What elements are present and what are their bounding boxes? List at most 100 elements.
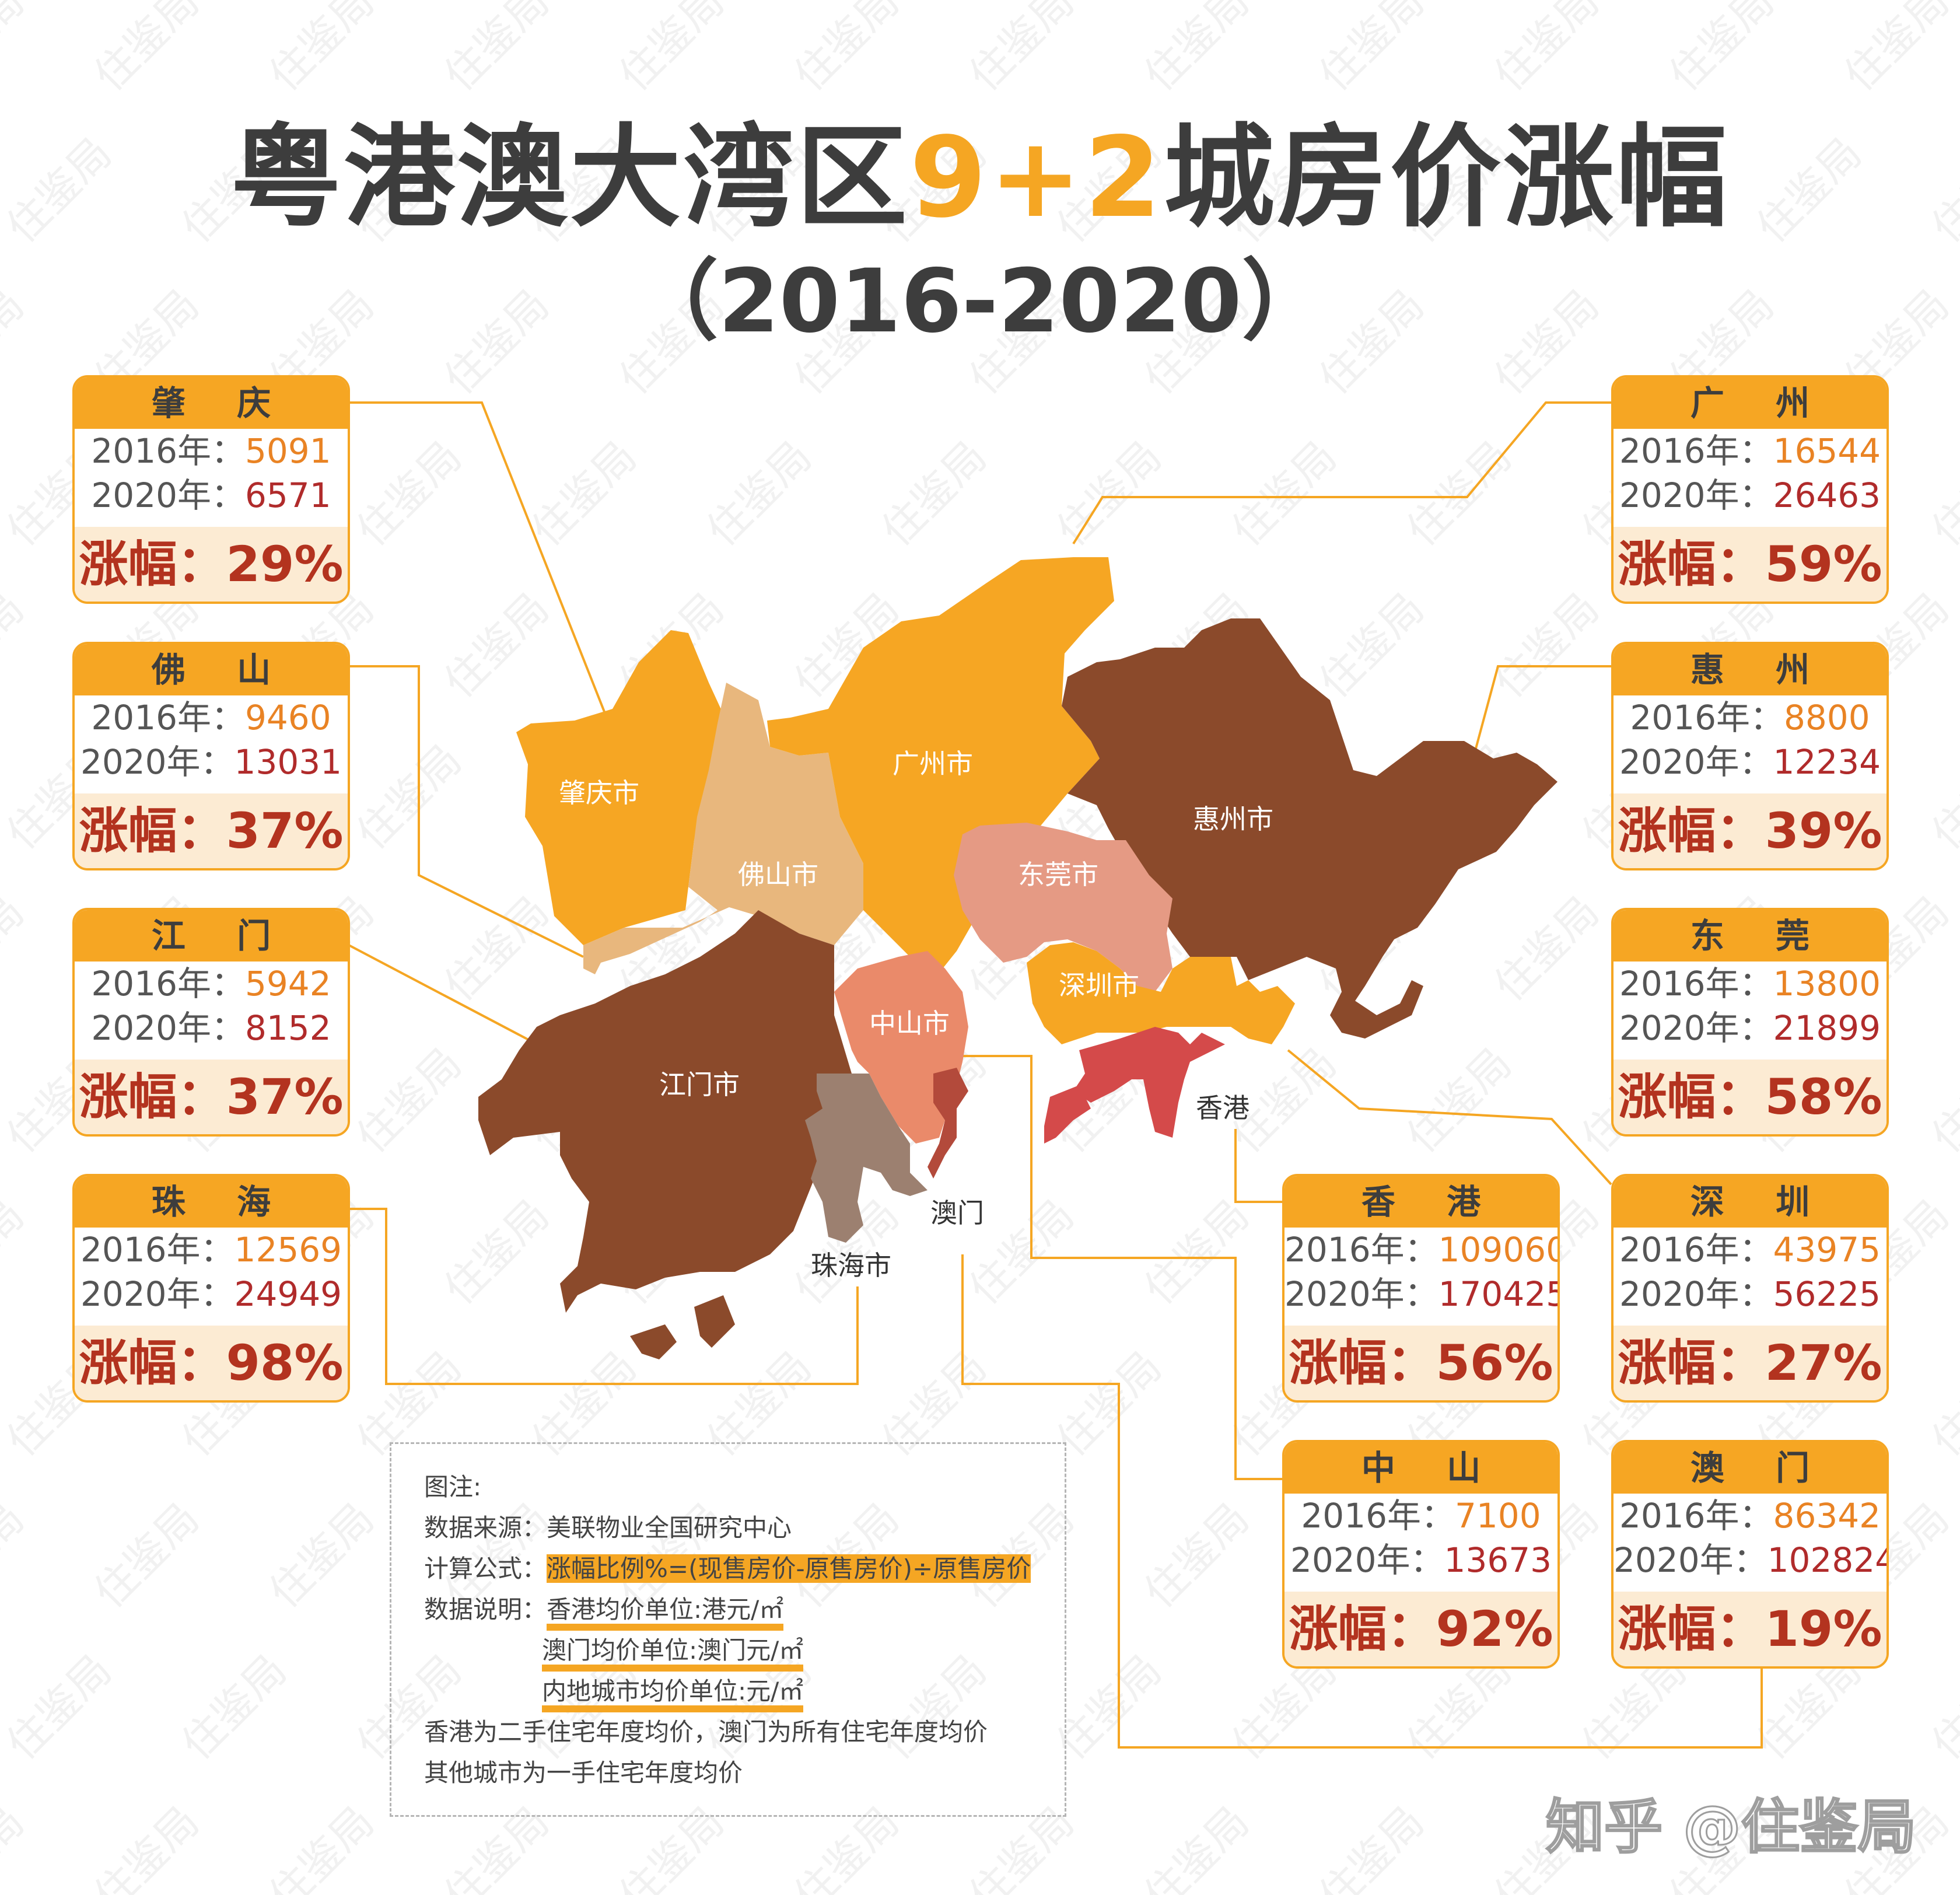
island-jiangmen-2 (694, 1295, 735, 1348)
card-rise: 涨幅：39% (1614, 793, 1887, 868)
card-row-2016: 2016年：13800 (1619, 964, 1881, 1004)
map-label-hongkong: 香港 (1196, 1092, 1250, 1124)
title-accent: 9+2 (909, 113, 1164, 242)
region-hongkong (1044, 1027, 1225, 1144)
card-row-2016: 2016年：16544 (1619, 431, 1881, 471)
legend-source: 数据来源：美联物业全国研究中心 (424, 1513, 792, 1542)
map-label-dongguan: 东莞市 (1018, 859, 1098, 890)
map-label-foshan: 佛山市 (738, 859, 818, 890)
legend-note-line2: 其他城市为一手住宅年度均价 (424, 1758, 743, 1787)
title-part-1: 粤港澳大湾区 (230, 113, 910, 242)
legend-box: 图注: 数据来源：美联物业全国研究中心 计算公式：涨幅比例%=(现售房价-原售房… (390, 1442, 1066, 1817)
region-macau (928, 1068, 968, 1179)
map-label-guangzhou: 广州市 (892, 748, 973, 779)
card-row-2016: 2016年：12569 (80, 1230, 342, 1270)
island-jiangmen-1 (630, 1324, 677, 1359)
connector-dongguan (1287, 1049, 1612, 1186)
card-guangzhou: 广 州 2016年：16544 2020年：26463 涨幅：59% (1611, 375, 1889, 604)
legend-note-line1: 香港为二手住宅年度均价，澳门为所有住宅年度均价 (424, 1718, 988, 1746)
card-row-2016: 2016年：109060 (1284, 1230, 1560, 1270)
card-rise: 涨幅：92% (1284, 1592, 1558, 1666)
card-rise: 涨幅：19% (1614, 1592, 1887, 1666)
connector-macau (961, 1254, 1763, 1749)
map-label-zhongshan: 中山市 (869, 1008, 950, 1039)
card-row-2016: 2016年：9460 (91, 698, 331, 737)
map-label-zhaoqing: 肇庆市 (559, 777, 639, 809)
legend-notes: 数据说明：香港均价单位:港元/㎡ (424, 1590, 784, 1631)
card-zhongshan: 中 山 2016年：7100 2020年：13673 涨幅：92% (1282, 1440, 1560, 1669)
region-huizhou (1062, 618, 1558, 1004)
card-dongguan: 东 莞 2016年：13800 2020年：21899 涨幅：58% (1611, 908, 1889, 1137)
region-dongguan (954, 823, 1172, 992)
card-row-2020: 2020年：12234 (1619, 742, 1881, 782)
card-row-2016: 2016年：43975 (1619, 1230, 1881, 1270)
connector-jiangmen (348, 944, 549, 1051)
region-jiangmen (478, 910, 858, 1313)
card-shenzhen: 深 圳 2016年：43975 2020年：56225 涨幅：27% (1611, 1174, 1889, 1403)
card-row-2016: 2016年：7100 (1301, 1496, 1541, 1536)
title-part-2: 城房价涨幅 (1163, 113, 1730, 242)
card-row-2020: 2020年：24949 (80, 1274, 342, 1314)
card-rise: 涨幅：98% (75, 1326, 348, 1400)
card-row-2016: 2016年：8800 (1630, 698, 1870, 737)
card-rise: 涨幅：59% (1614, 527, 1887, 602)
region-foshan (583, 683, 863, 974)
card-title: 佛 山 (75, 644, 348, 695)
legend-note-mainland: 内地城市均价单位:元/㎡ (542, 1672, 804, 1712)
card-hongkong: 香 港 2016年：109060 2020年：170425 涨幅：56% (1282, 1174, 1560, 1403)
card-rise: 涨幅：58% (1614, 1060, 1887, 1134)
connector-zhaoqing (349, 401, 608, 718)
card-huizhou: 惠 州 2016年：8800 2020年：12234 涨幅：39% (1611, 642, 1889, 870)
card-macau: 澳 门 2016年：86342 2020年：102824 涨幅：19% (1611, 1440, 1889, 1669)
card-row-2020: 2020年：13031 (80, 742, 342, 782)
connector-hongkong (1234, 1129, 1282, 1203)
card-zhuhai: 珠 海 2016年：12569 2020年：24949 涨幅：98% (72, 1174, 350, 1403)
region-zhaoqing (516, 630, 726, 945)
card-title: 惠 州 (1614, 644, 1887, 695)
connector-foshan (349, 665, 584, 958)
card-rise: 涨幅：37% (75, 1060, 348, 1134)
page-subtitle: （2016-2020） (631, 251, 1329, 352)
region-shenzhen (1027, 942, 1295, 1044)
card-title: 肇 庆 (75, 377, 348, 429)
card-rise: 涨幅：56% (1284, 1326, 1558, 1400)
card-rise: 涨幅：27% (1614, 1326, 1887, 1400)
card-row-2020: 2020年：102824 (1614, 1540, 1889, 1580)
card-title: 深 圳 (1614, 1176, 1887, 1228)
connector-zhongshan (963, 1055, 1282, 1480)
connector-lines (348, 401, 1763, 1749)
card-title: 香 港 (1284, 1176, 1558, 1228)
map-label-zhuhai: 珠海市 (811, 1250, 891, 1281)
connector-huizhou (1469, 665, 1611, 771)
connector-zhuhai (349, 1208, 859, 1385)
brand-watermark: 知乎 @住鉴局 (1545, 1792, 1917, 1862)
map-label-jiangmen: 江门市 (659, 1069, 740, 1100)
card-jiangmen: 江 门 2016年：5942 2020年：8152 涨幅：37% (72, 908, 350, 1137)
card-row-2020: 2020年：8152 (91, 1008, 331, 1048)
map-label-shenzhen: 深圳市 (1059, 970, 1139, 1001)
legend-formula: 计算公式：涨幅比例%=(现售房价-原售房价)÷原售房价 (424, 1554, 1031, 1583)
card-rise: 涨幅：29% (75, 527, 348, 602)
page-title: 粤港澳大湾区9+2城房价涨幅 (0, 88, 1960, 248)
region-zhuhai (805, 1074, 928, 1243)
connector-guangzhou (1072, 401, 1611, 545)
card-foshan: 佛 山 2016年：9460 2020年：13031 涨幅：37% (72, 642, 350, 870)
card-title: 东 莞 (1614, 910, 1887, 962)
card-title: 江 门 (75, 910, 348, 962)
card-zhaoqing: 肇 庆 2016年：5091 2020年：6571 涨幅：29% (72, 375, 350, 604)
card-row-2020: 2020年：56225 (1619, 1274, 1881, 1314)
card-row-2016: 2016年：5942 (91, 964, 331, 1004)
card-title: 广 州 (1614, 377, 1887, 429)
legend-note-macau: 澳门均价单位:澳门元/㎡ (542, 1631, 804, 1672)
card-row-2016: 2016年：86342 (1619, 1496, 1881, 1536)
card-row-2020: 2020年：13673 (1290, 1540, 1552, 1580)
map-label-macau: 澳门 (930, 1197, 984, 1229)
card-title: 珠 海 (75, 1176, 348, 1228)
card-row-2020: 2020年：26463 (1619, 476, 1881, 515)
card-row-2020: 2020年：170425 (1284, 1274, 1560, 1314)
card-row-2020: 2020年：21899 (1619, 1008, 1881, 1048)
card-title: 澳 门 (1614, 1442, 1887, 1494)
card-row-2020: 2020年：6571 (91, 476, 331, 515)
map-label-huizhou: 惠州市 (1193, 803, 1273, 835)
